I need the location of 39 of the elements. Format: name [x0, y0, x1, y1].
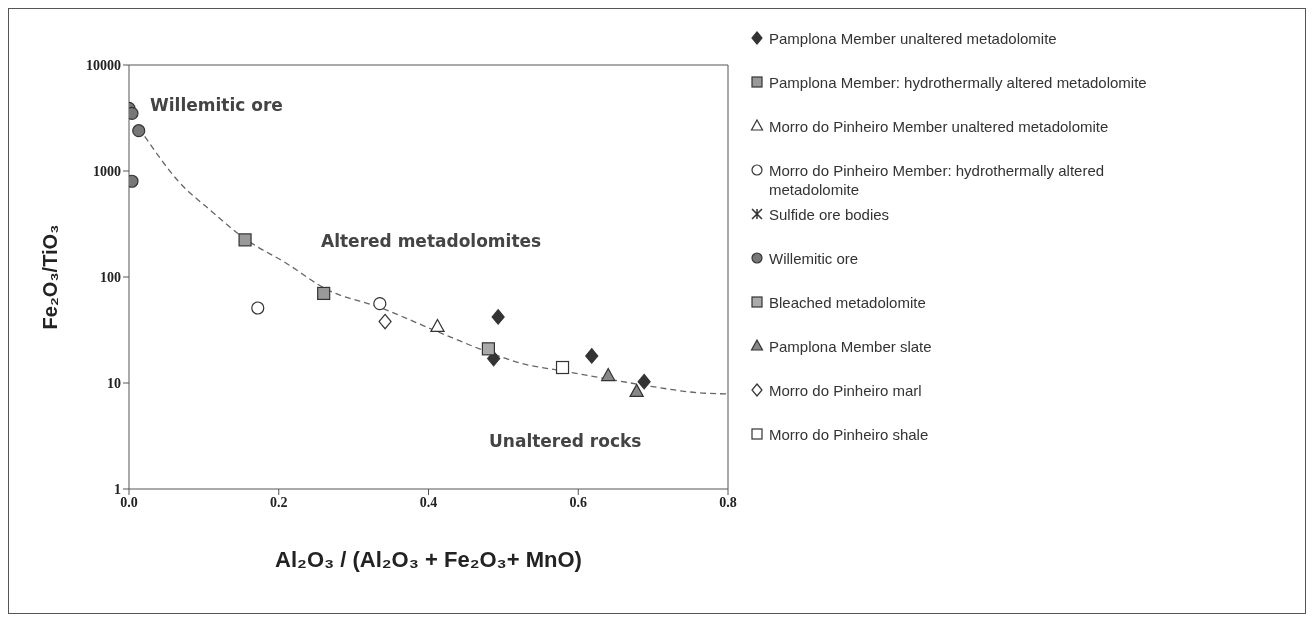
- annotation: Willemitic ore: [150, 94, 283, 115]
- legend-label: Morro do Pinheiro shale: [769, 425, 929, 444]
- y-axis-title: Fe₂O₃/TiO₃: [39, 224, 61, 330]
- point: [555, 360, 570, 375]
- x-tick-label: 0.6: [569, 494, 587, 510]
- x-tick-label: 0.8: [719, 494, 737, 510]
- point: [378, 313, 392, 330]
- point: [129, 174, 139, 188]
- point: [491, 309, 505, 325]
- legend-label: Pamplona Member slate: [769, 337, 932, 356]
- y-tick-label: 1000: [93, 163, 121, 179]
- legend-label: Morro do Pinheiro marl: [769, 381, 922, 400]
- legend-label: Morro do Pinheiro Member: hydrothermally altered metadolomite: [769, 161, 1106, 199]
- legend-label: Sulfide ore bodies: [769, 205, 890, 224]
- y-tick-label: 100: [100, 269, 121, 285]
- legend-label: Pamplona Member unaltered metadolomite: [769, 29, 1057, 48]
- legend-label: Morro do Pinheiro Member unaltered metadolomite: [769, 117, 1109, 136]
- point: [129, 106, 139, 120]
- annotation: Altered metadolomites: [321, 230, 542, 251]
- legend-label: Willemitic ore: [769, 249, 859, 268]
- x-tick-label: 0.0: [120, 494, 138, 510]
- y-tick-label: 1: [114, 481, 121, 497]
- legend-label: Pamplona Member: hydrothermally altered metadolomite: [769, 73, 1147, 92]
- point: [585, 348, 599, 364]
- legend-label: Bleached metadolomite: [769, 293, 926, 312]
- point: [317, 286, 331, 301]
- point: [430, 318, 445, 333]
- x-tick-label: 0.2: [270, 494, 288, 510]
- point: [238, 233, 252, 247]
- x-tick-label: 0.4: [419, 494, 438, 510]
- y-tick-label: 10: [107, 375, 121, 391]
- point: [629, 383, 644, 397]
- point: [373, 297, 387, 311]
- point: [637, 373, 651, 390]
- y-tick-label: 10000: [86, 57, 121, 73]
- point: [601, 367, 616, 382]
- annotation: Unaltered rocks: [489, 430, 642, 451]
- x-axis-title: Al₂O₃ / (Al₂O₃ + Fe₂O₃+ MnO): [275, 547, 582, 572]
- point: [481, 342, 495, 356]
